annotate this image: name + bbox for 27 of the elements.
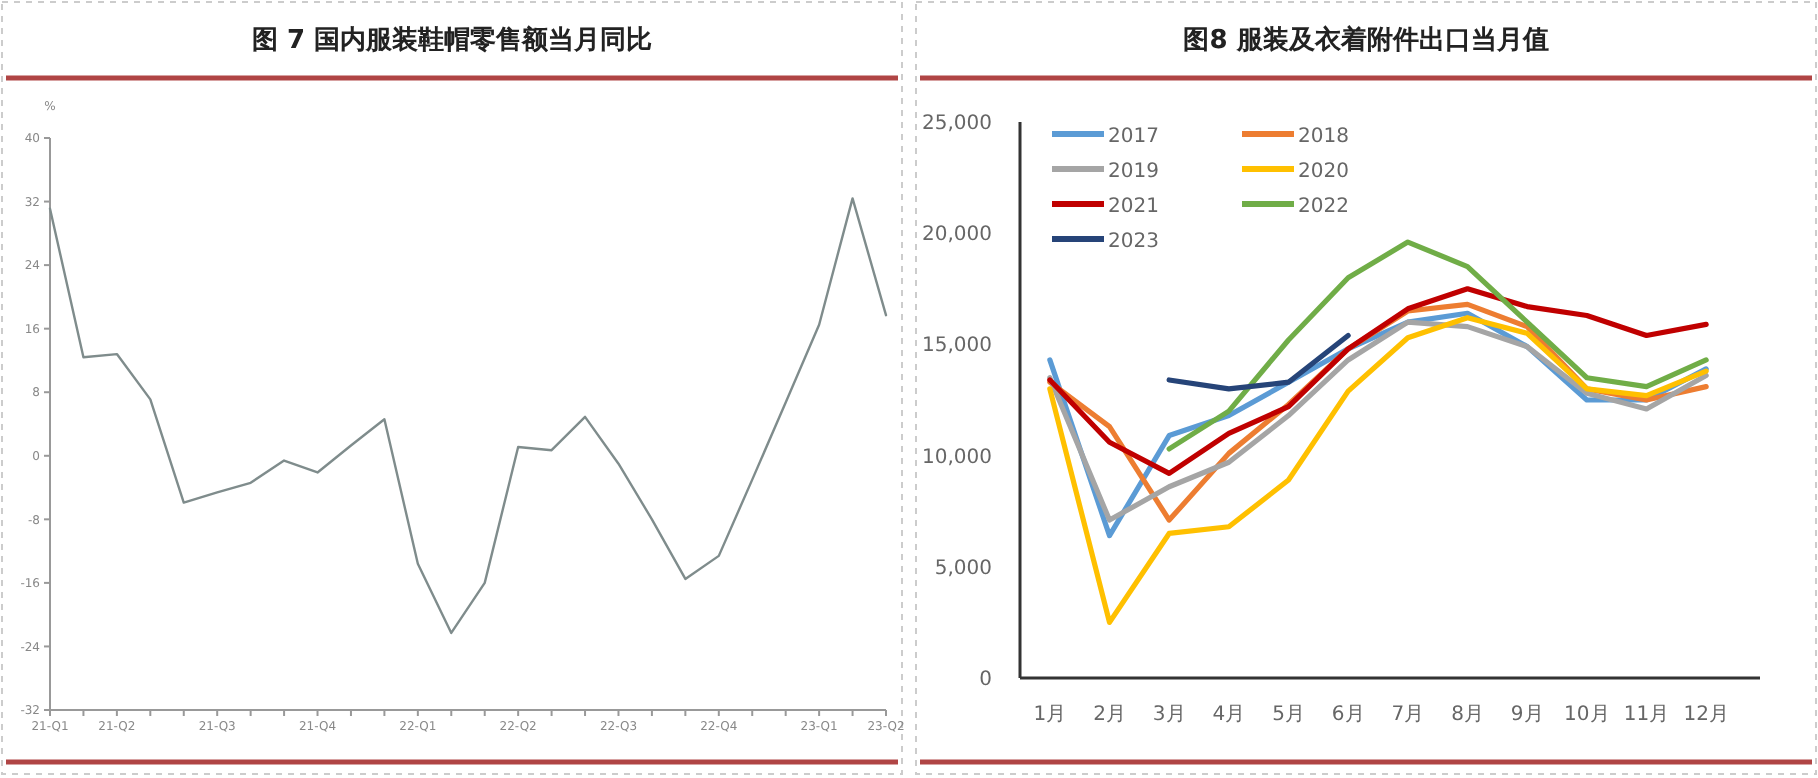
x-tick-label: 12月 bbox=[1683, 704, 1729, 726]
x-tick-label: 4月 bbox=[1212, 704, 1246, 726]
y-tick-label: 0 bbox=[979, 669, 992, 691]
y-tick-label: 15,000 bbox=[922, 335, 992, 358]
x-tick-label: 9月 bbox=[1510, 704, 1544, 726]
x-tick-label: 11月 bbox=[1623, 704, 1670, 726]
y-tick-label: 10,000 bbox=[922, 446, 992, 469]
legend-label: 2020 bbox=[1298, 161, 1349, 183]
legend-label: 2023 bbox=[1108, 231, 1159, 253]
y-tick-label: 5,000 bbox=[934, 557, 992, 580]
x-tick-label: 2月 bbox=[1093, 704, 1126, 726]
y-tick-label: 20,000 bbox=[922, 224, 992, 247]
legend-label: 2017 bbox=[1108, 126, 1159, 148]
y-tick-label: 25,000 bbox=[922, 113, 992, 135]
x-tick-label: 7月 bbox=[1391, 704, 1425, 726]
legend-label: 2019 bbox=[1108, 161, 1159, 183]
x-tick-label: 3月 bbox=[1152, 704, 1186, 726]
x-tick-label: 1月 bbox=[1033, 704, 1067, 726]
x-tick-label: 8月 bbox=[1451, 704, 1484, 726]
chart-title: 图 7 国内服装鞋帽零售额当月同比 bbox=[251, 24, 653, 56]
x-tick-label: 6月 bbox=[1331, 704, 1365, 726]
legend-label: 2021 bbox=[1108, 196, 1159, 218]
x-tick-label: 10月 bbox=[1564, 704, 1610, 726]
chart-title: 图8 服装及衣着附件出口当月值 bbox=[1183, 24, 1549, 56]
legend-label: 2022 bbox=[1298, 196, 1349, 218]
legend-label: 2018 bbox=[1298, 126, 1349, 148]
x-tick-label: 5月 bbox=[1272, 704, 1305, 726]
